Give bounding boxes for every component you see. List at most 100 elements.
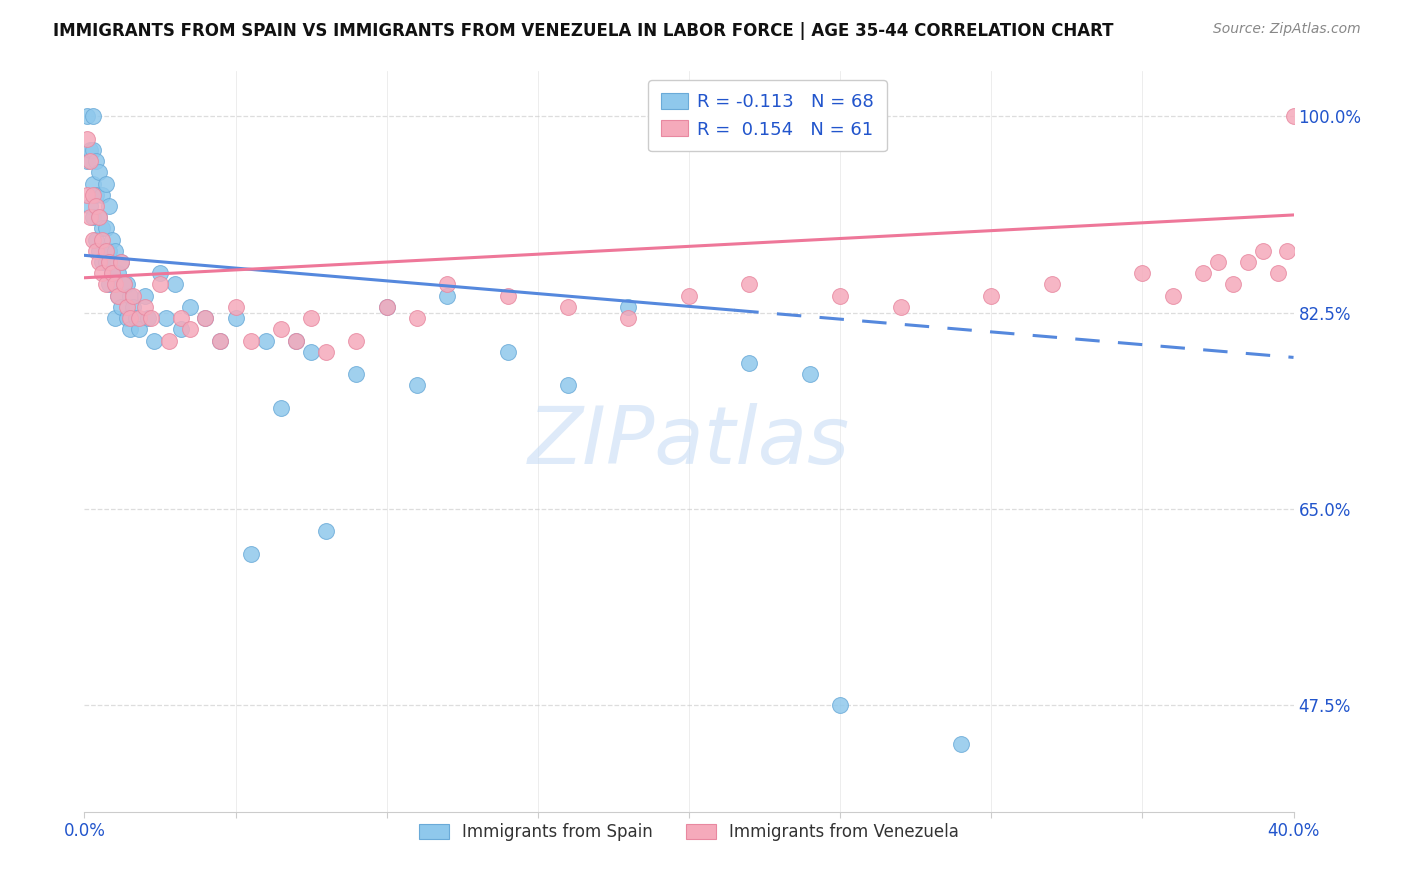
Point (118, 311, 141, 326)
Point (107, 289, 129, 303)
Point (557, 378, 579, 392)
Point (346, 334, 368, 348)
Point (97, 255, 120, 269)
Point (617, 300, 640, 314)
Point (104, 277, 127, 292)
Point (406, 378, 429, 392)
Point (112, 277, 135, 292)
Point (239, 547, 262, 561)
Point (165, 277, 187, 292)
Point (179, 322, 201, 336)
Point (830, 289, 852, 303)
Point (225, 311, 247, 326)
Point (149, 266, 172, 280)
Point (315, 524, 337, 539)
Point (76, 187, 98, 202)
Point (1267, 266, 1289, 280)
Point (91, 255, 114, 269)
Point (157, 334, 180, 348)
Point (79, 154, 101, 169)
Legend: Immigrants from Spain, Immigrants from Venezuela: Immigrants from Spain, Immigrants from V… (412, 816, 966, 847)
Point (121, 300, 143, 314)
Point (375, 300, 398, 314)
Point (107, 266, 129, 280)
Point (179, 300, 201, 314)
Point (299, 311, 322, 326)
Point (738, 277, 761, 292)
Point (79, 199, 101, 213)
Point (375, 300, 398, 314)
Point (209, 334, 232, 348)
Point (285, 334, 308, 348)
Point (82, 143, 104, 157)
Point (94, 244, 117, 258)
Point (104, 244, 127, 258)
Point (91, 233, 114, 247)
Point (115, 300, 138, 314)
Point (97, 244, 120, 258)
Point (100, 233, 122, 247)
Point (97, 199, 120, 213)
Point (170, 322, 193, 336)
Point (91, 266, 114, 280)
Point (115, 311, 138, 326)
Point (94, 255, 117, 269)
Point (97, 277, 120, 292)
Point (1192, 266, 1215, 280)
Point (285, 334, 308, 348)
Point (112, 277, 135, 292)
Point (89, 210, 111, 224)
Point (76, 131, 98, 145)
Text: ZIPatlas: ZIPatlas (527, 402, 851, 481)
Point (86, 199, 108, 213)
Point (86, 187, 108, 202)
Point (149, 277, 172, 292)
Point (89, 210, 111, 224)
Point (980, 289, 1002, 303)
Point (1222, 277, 1244, 292)
Point (557, 300, 579, 314)
Point (1237, 255, 1260, 269)
Point (496, 344, 519, 359)
Point (496, 289, 519, 303)
Point (89, 165, 111, 179)
Point (406, 311, 429, 326)
Point (86, 244, 108, 258)
Point (315, 344, 337, 359)
Point (100, 266, 122, 280)
Point (86, 233, 108, 247)
Point (1130, 266, 1153, 280)
Point (1282, 109, 1305, 123)
Point (89, 244, 111, 258)
Point (170, 311, 193, 326)
Point (830, 698, 852, 713)
Point (1277, 244, 1299, 258)
Point (86, 154, 108, 169)
Point (299, 344, 322, 359)
Point (194, 311, 217, 326)
Point (121, 289, 143, 303)
Point (110, 255, 132, 269)
Point (82, 109, 104, 123)
Point (100, 266, 122, 280)
Point (89, 255, 111, 269)
Point (1253, 244, 1275, 258)
Point (91, 221, 114, 235)
Point (799, 368, 821, 382)
Point (254, 334, 277, 348)
Point (79, 143, 101, 157)
Point (1206, 255, 1229, 269)
Point (128, 322, 150, 336)
Point (950, 738, 973, 752)
Point (155, 311, 177, 326)
Point (139, 311, 162, 326)
Point (239, 334, 262, 348)
Text: Source: ZipAtlas.com: Source: ZipAtlas.com (1213, 22, 1361, 37)
Point (94, 221, 117, 235)
Point (134, 300, 156, 314)
Point (134, 289, 156, 303)
Point (94, 177, 117, 191)
Point (82, 233, 104, 247)
Point (104, 277, 127, 292)
Point (225, 300, 247, 314)
